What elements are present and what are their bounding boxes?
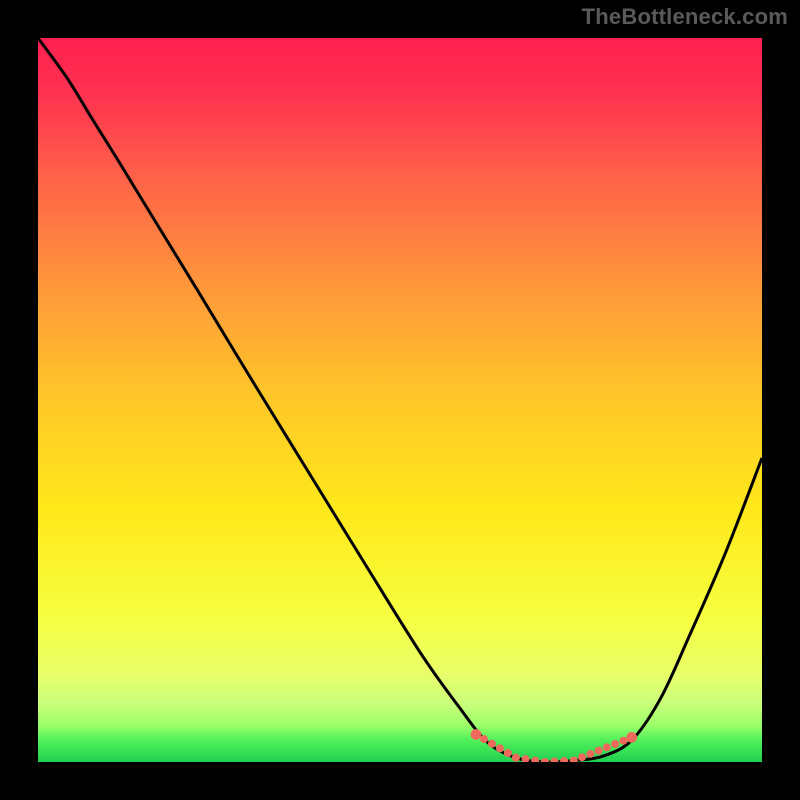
chart-frame: TheBottleneck.com [0,0,800,800]
curve-path [38,38,762,762]
flat-region-overlay [471,729,637,762]
attribution-label: TheBottleneck.com [582,4,788,30]
plot-area [38,38,762,762]
bottleneck-curve [38,38,762,762]
